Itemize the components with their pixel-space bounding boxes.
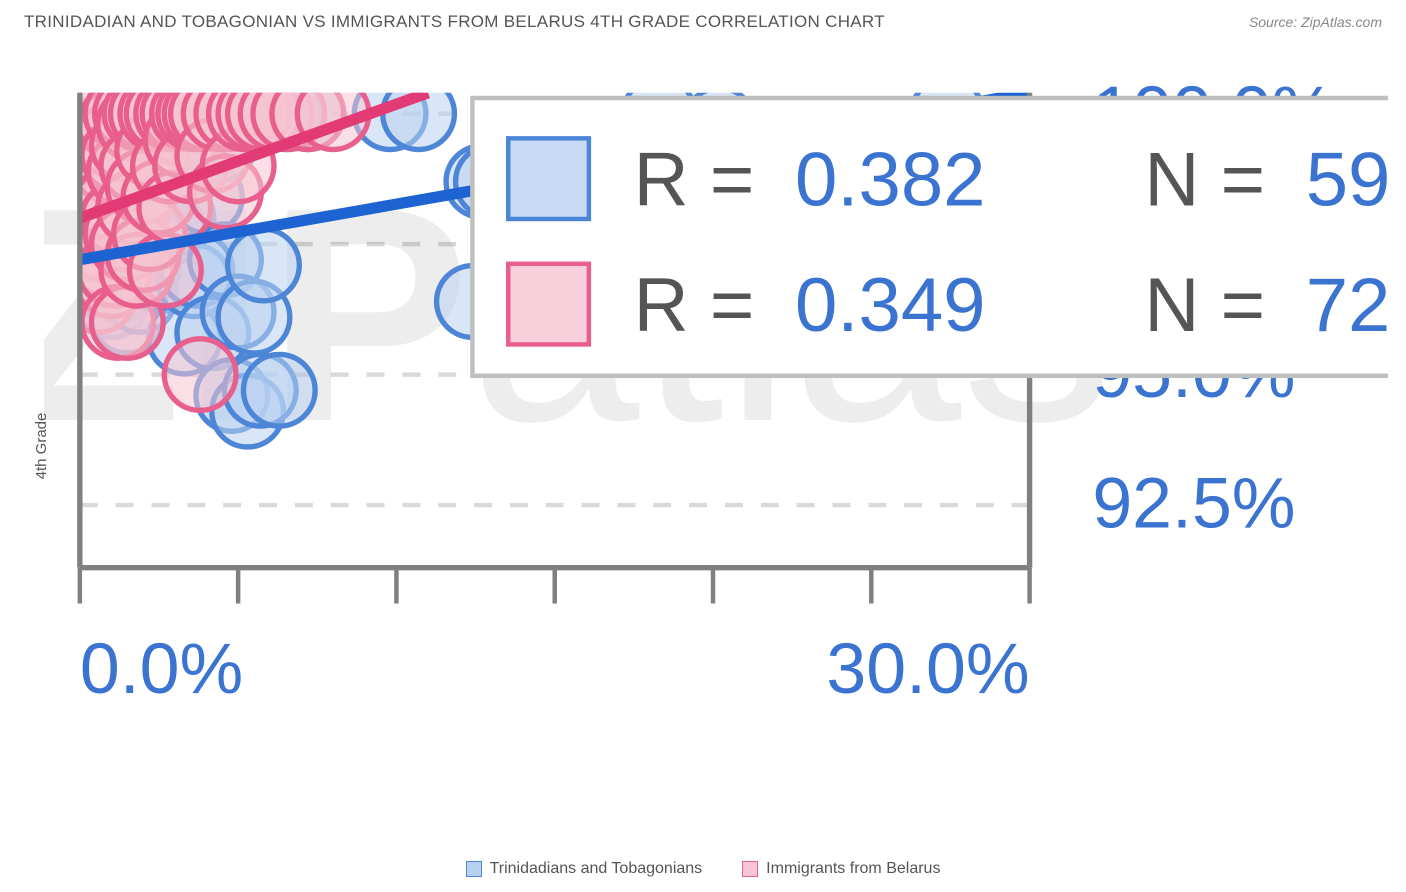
bottom-legend: Trinidadians and Tobagonians Immigrants … (0, 860, 1406, 878)
svg-text:N =: N = (1144, 138, 1265, 223)
chart-title: TRINIDADIAN AND TOBAGONIAN VS IMMIGRANTS… (24, 12, 885, 32)
legend-item-series2: Immigrants from Belarus (742, 860, 940, 878)
source-link[interactable]: ZipAtlas.com (1301, 14, 1382, 30)
source-label: Source: (1249, 14, 1297, 30)
legend-item-series1: Trinidadians and Tobagonians (466, 860, 703, 878)
scatter-plot: ZIPatlas0.0%30.0%92.5%95.0%97.5%100.0%R … (44, 48, 1388, 720)
source-attribution: Source: ZipAtlas.com (1249, 14, 1382, 30)
svg-text:R =: R = (634, 263, 755, 348)
svg-text:N =: N = (1144, 263, 1265, 348)
legend-label-series2: Immigrants from Belarus (766, 860, 940, 878)
svg-text:R =: R = (634, 138, 755, 223)
svg-text:72: 72 (1306, 263, 1388, 348)
svg-text:92.5%: 92.5% (1092, 463, 1295, 543)
svg-text:0.349: 0.349 (795, 263, 986, 348)
svg-text:59: 59 (1306, 138, 1388, 223)
svg-text:0.0%: 0.0% (80, 629, 243, 709)
chart-area: ZIPatlas0.0%30.0%92.5%95.0%97.5%100.0%R … (44, 48, 1388, 832)
legend-swatch-pink (742, 861, 758, 877)
legend-label-series1: Trinidadians and Tobagonians (490, 860, 703, 878)
svg-text:0.382: 0.382 (795, 138, 986, 223)
chart-header: TRINIDADIAN AND TOBAGONIAN VS IMMIGRANTS… (0, 0, 1406, 40)
legend-swatch-blue (466, 861, 482, 877)
svg-text:30.0%: 30.0% (826, 629, 1029, 709)
